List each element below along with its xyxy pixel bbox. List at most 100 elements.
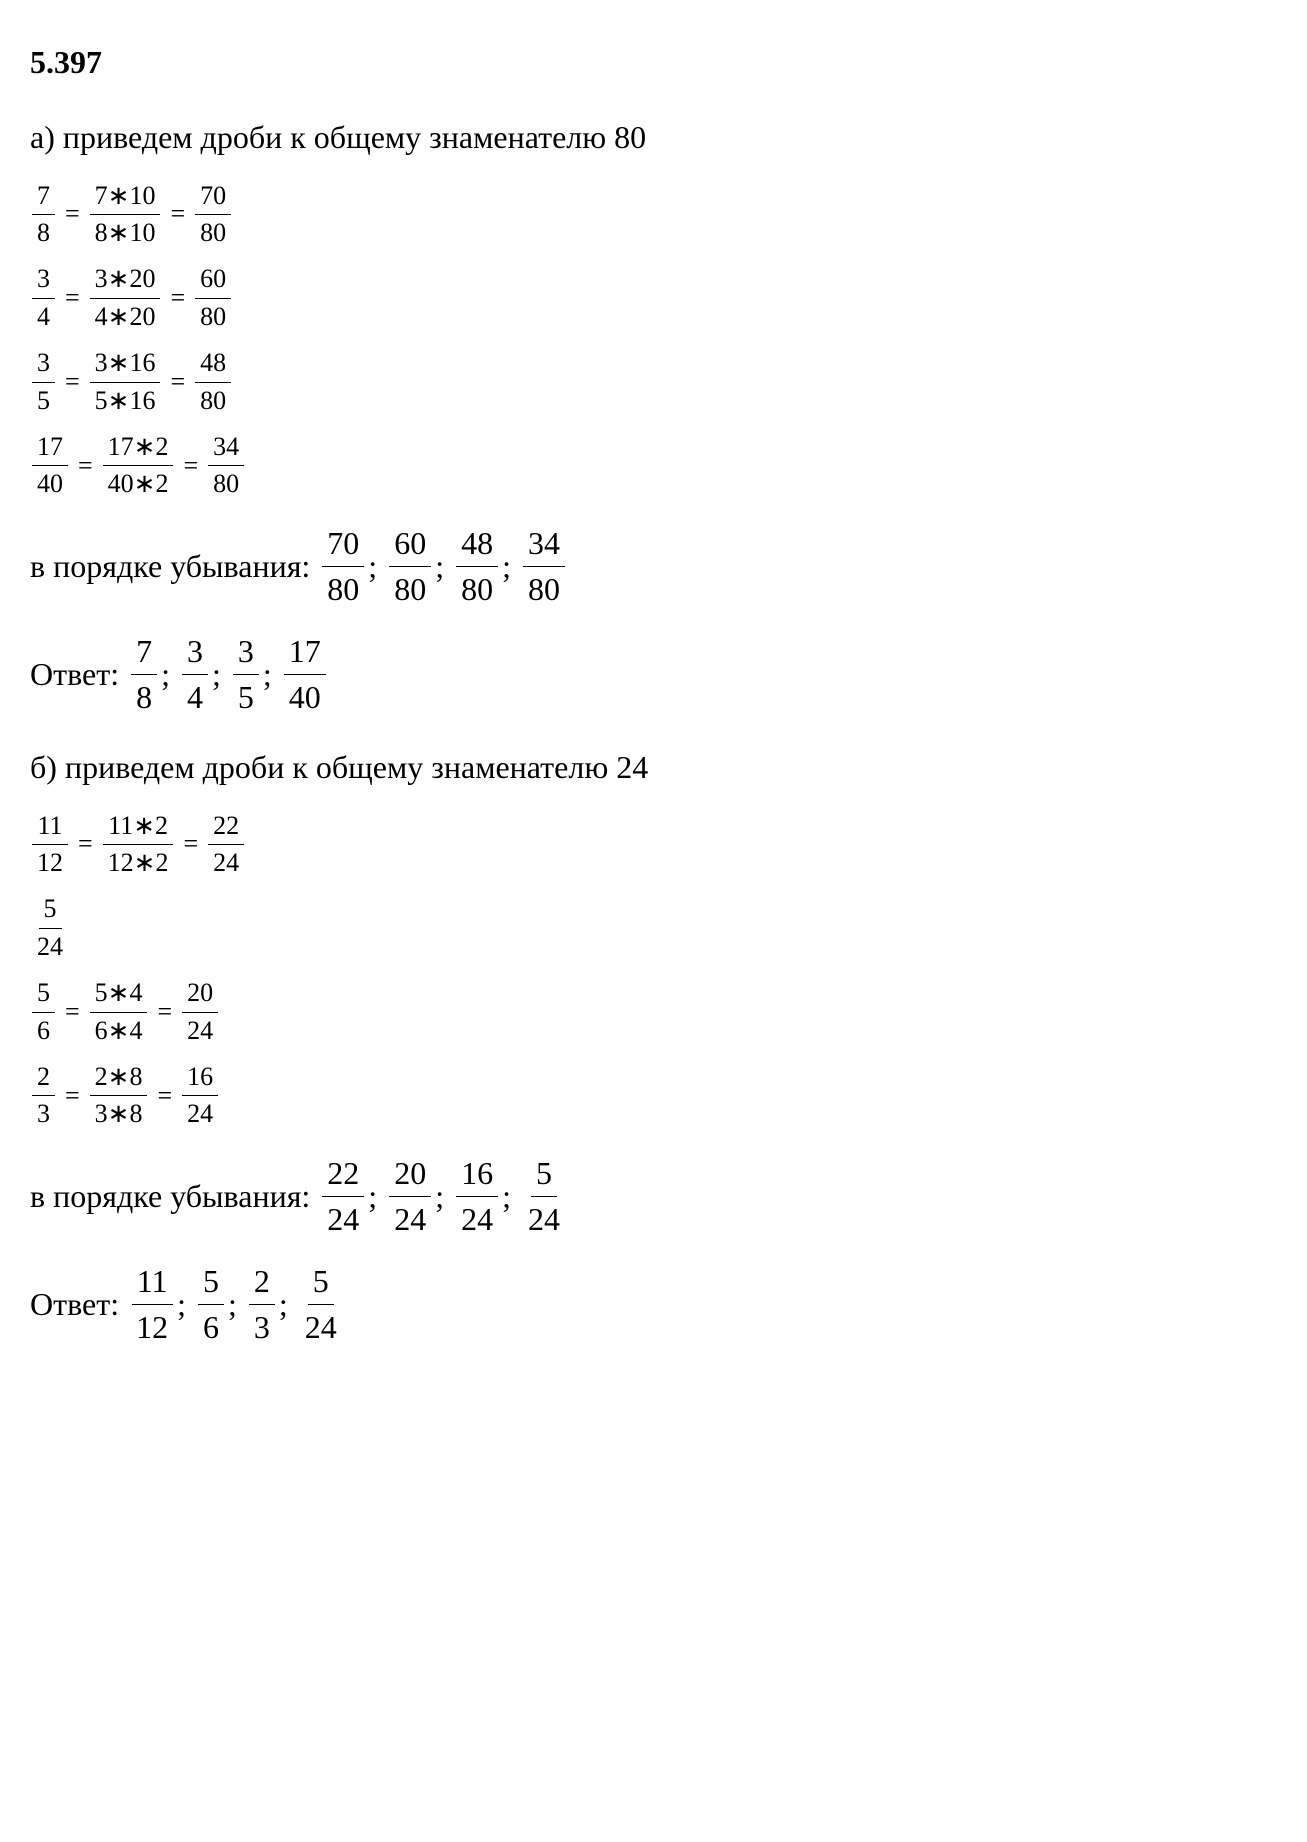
numerator: 11∗2 <box>103 808 173 845</box>
denominator: 80 <box>456 567 498 612</box>
denominator: 3 <box>32 1096 55 1132</box>
separator: ; <box>435 1174 444 1219</box>
fraction: 4880 <box>456 521 498 612</box>
numerator: 17 <box>284 629 326 675</box>
fraction: 17∗240∗2 <box>103 429 174 503</box>
denominator: 6 <box>198 1305 224 1350</box>
numerator: 16 <box>182 1059 218 1096</box>
denominator: 40 <box>32 466 68 502</box>
denominator: 4∗20 <box>90 299 161 335</box>
numerator: 3∗20 <box>90 261 161 298</box>
denominator: 80 <box>523 567 565 612</box>
denominator: 8 <box>32 215 55 251</box>
denominator: 3∗8 <box>90 1096 148 1132</box>
fraction: 2224 <box>322 1151 364 1242</box>
equals-sign: = <box>170 196 185 232</box>
numerator: 11 <box>132 1259 173 1305</box>
fraction: 56 <box>198 1259 224 1350</box>
equals-sign: = <box>78 448 93 484</box>
numerator: 3 <box>32 261 55 298</box>
part-b-answer: Ответ: 1112; 56; 23; 524 <box>30 1259 1277 1350</box>
denominator: 80 <box>195 299 231 335</box>
fraction: 1112 <box>131 1259 173 1350</box>
equals-sign: = <box>183 826 198 862</box>
equals-sign: = <box>65 994 80 1030</box>
fraction: 2∗83∗8 <box>90 1059 148 1133</box>
separator: ; <box>177 1282 186 1327</box>
numerator: 11 <box>32 808 67 845</box>
equation-row: 35=3∗165∗16=4880 <box>30 345 1277 419</box>
denominator: 8∗10 <box>90 215 161 251</box>
fraction: 78 <box>131 629 157 720</box>
equals-sign: = <box>170 364 185 400</box>
denominator: 5 <box>233 675 259 720</box>
denominator: 24 <box>32 929 68 965</box>
denominator: 8 <box>131 675 157 720</box>
numerator: 3 <box>182 629 208 675</box>
numerator: 5 <box>32 975 55 1012</box>
equals-sign: = <box>65 280 80 316</box>
fraction: 7080 <box>195 178 231 252</box>
numerator: 5 <box>39 891 62 928</box>
fraction: 23 <box>32 1059 55 1133</box>
problem-number: 5.397 <box>30 40 1277 85</box>
separator: ; <box>368 544 377 589</box>
denominator: 5 <box>32 383 55 419</box>
answer-fractions: 78; 34; 35; 1740 <box>129 629 328 720</box>
numerator: 17 <box>32 429 68 466</box>
separator: ; <box>279 1282 288 1327</box>
equation-row: 56=5∗46∗4=2024 <box>30 975 1277 1049</box>
descending-fractions: 2224; 2024; 1624; 524 <box>320 1151 567 1242</box>
numerator: 3∗16 <box>90 345 161 382</box>
fraction: 34 <box>32 261 55 335</box>
numerator: 16 <box>456 1151 498 1197</box>
separator: ; <box>263 652 272 697</box>
fraction: 2224 <box>208 808 244 882</box>
fraction: 6080 <box>195 261 231 335</box>
part-a-descending: в порядке убывания: 7080; 6080; 4880; 34… <box>30 521 1277 612</box>
fraction: 7∗108∗10 <box>90 178 161 252</box>
fraction: 1740 <box>284 629 326 720</box>
fraction: 11∗212∗2 <box>103 808 174 882</box>
denominator: 6 <box>32 1013 55 1049</box>
numerator: 34 <box>523 521 565 567</box>
part-a-equations: 78=7∗108∗10=708034=3∗204∗20=608035=3∗165… <box>30 178 1277 503</box>
numerator: 7∗10 <box>90 178 161 215</box>
denominator: 40∗2 <box>103 466 174 502</box>
numerator: 48 <box>456 521 498 567</box>
denominator: 12 <box>32 845 68 881</box>
numerator: 3 <box>32 345 55 382</box>
denominator: 12∗2 <box>103 845 174 881</box>
fraction: 56 <box>32 975 55 1049</box>
numerator: 22 <box>322 1151 364 1197</box>
descending-label: в порядке убывания: <box>30 544 310 589</box>
numerator: 70 <box>322 521 364 567</box>
answer-label: Ответ: <box>30 1282 119 1327</box>
equation-row: 34=3∗204∗20=6080 <box>30 261 1277 335</box>
numerator: 2 <box>249 1259 275 1305</box>
numerator: 7 <box>32 178 55 215</box>
fraction: 6080 <box>389 521 431 612</box>
separator: ; <box>212 652 221 697</box>
fraction: 78 <box>32 178 55 252</box>
fraction: 35 <box>32 345 55 419</box>
separator: ; <box>368 1174 377 1219</box>
denominator: 24 <box>322 1197 364 1242</box>
fraction: 34 <box>182 629 208 720</box>
separator: ; <box>435 544 444 589</box>
equals-sign: = <box>65 364 80 400</box>
fraction: 35 <box>233 629 259 720</box>
numerator: 5 <box>198 1259 224 1305</box>
numerator: 3 <box>233 629 259 675</box>
denominator: 5∗16 <box>90 383 161 419</box>
fraction: 7080 <box>322 521 364 612</box>
part-b-equations: 1112=11∗212∗2=222452456=5∗46∗4=202423=2∗… <box>30 808 1277 1133</box>
equation-row: 524 <box>30 891 1277 965</box>
numerator: 20 <box>389 1151 431 1197</box>
numerator: 60 <box>389 521 431 567</box>
denominator: 3 <box>249 1305 275 1350</box>
fraction: 524 <box>300 1259 342 1350</box>
fraction: 3480 <box>523 521 565 612</box>
fraction: 1624 <box>182 1059 218 1133</box>
denominator: 4 <box>182 675 208 720</box>
